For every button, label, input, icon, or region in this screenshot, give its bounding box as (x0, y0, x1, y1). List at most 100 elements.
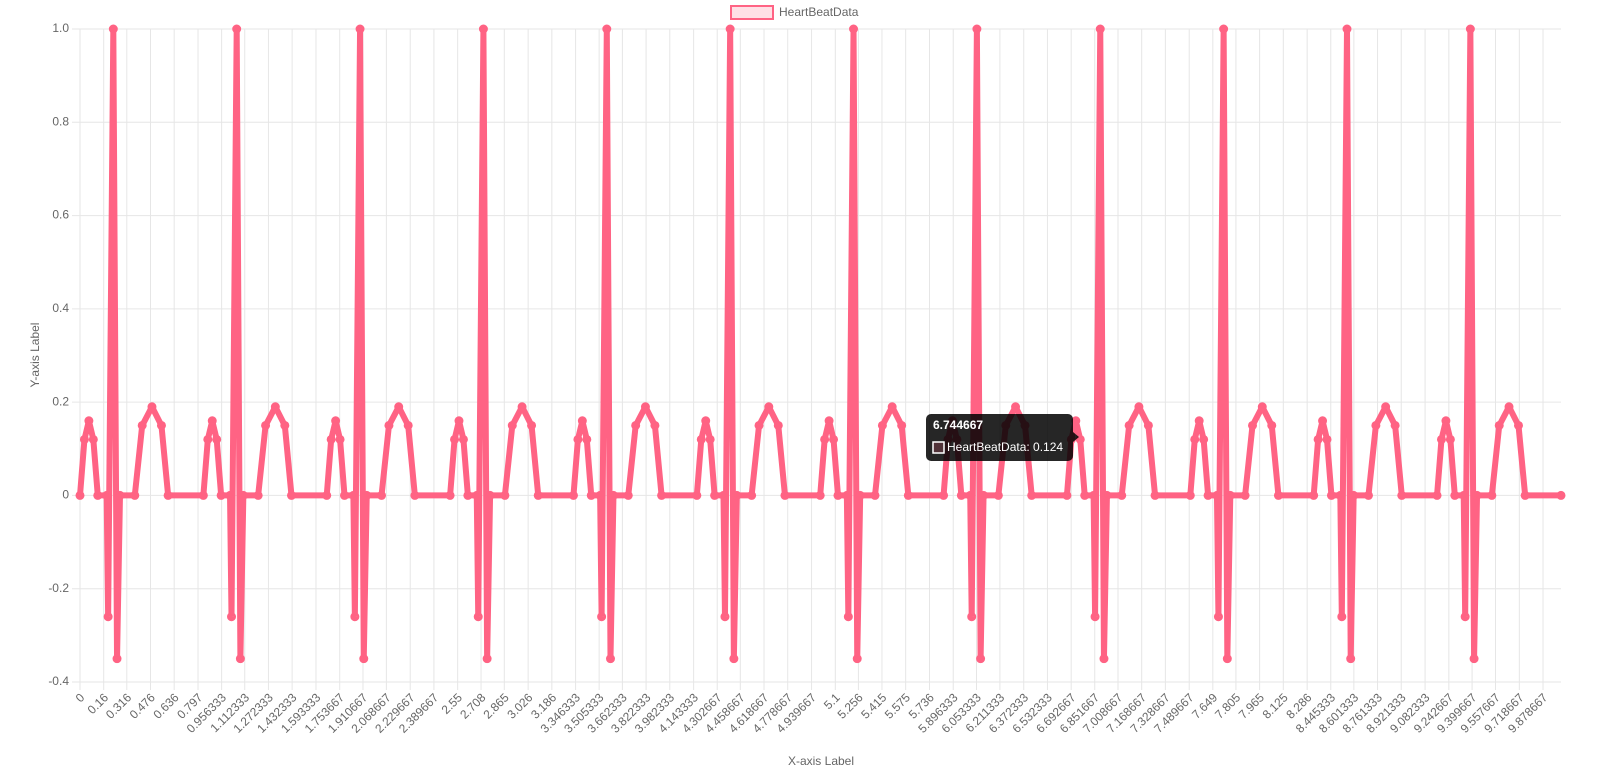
point (1436, 434, 1446, 444)
point (577, 416, 587, 426)
point (445, 490, 455, 500)
point (102, 490, 112, 500)
point (1219, 24, 1229, 34)
point (216, 490, 226, 500)
point (1556, 490, 1566, 500)
point (280, 420, 290, 430)
point (1099, 654, 1109, 664)
point (359, 654, 369, 664)
tooltip-title: 6.744667 (933, 418, 983, 432)
y-tick-label: 0.4 (52, 301, 69, 315)
point (967, 612, 977, 622)
point (701, 416, 711, 426)
point (725, 24, 735, 34)
point (650, 420, 660, 430)
point (1335, 490, 1345, 500)
point (842, 490, 852, 500)
x-tick-label: 2.708 (457, 690, 488, 721)
point (225, 490, 235, 500)
point (1469, 654, 1479, 664)
point (1460, 612, 1470, 622)
point (403, 420, 413, 430)
x-tick-label: 5.575 (882, 690, 913, 721)
point (1222, 654, 1232, 664)
point (198, 490, 208, 500)
point (147, 402, 157, 412)
point (1185, 490, 1195, 500)
point (79, 434, 89, 444)
x-tick-label: 2.865 (481, 690, 512, 721)
point (348, 490, 358, 500)
point (203, 434, 213, 444)
point (870, 490, 880, 500)
legend[interactable]: HeartBeatData (730, 5, 859, 20)
point (965, 490, 975, 500)
point (1326, 490, 1336, 500)
x-axis-label: X-axis Label (788, 754, 854, 768)
point (631, 420, 641, 430)
point (1494, 420, 1504, 430)
x-tick-label: 3.026 (504, 690, 535, 721)
point (939, 490, 949, 500)
point (362, 490, 372, 500)
point (1062, 490, 1072, 500)
point (1150, 490, 1160, 500)
point (93, 490, 103, 500)
point (227, 612, 237, 622)
point (602, 24, 612, 34)
point (454, 416, 464, 426)
point (829, 434, 839, 444)
point (410, 490, 420, 500)
point (1445, 434, 1455, 444)
point (605, 654, 615, 664)
point (1011, 402, 1021, 412)
point (608, 490, 618, 500)
point (1090, 612, 1100, 622)
point (1213, 612, 1223, 622)
point (1124, 420, 1134, 430)
point (500, 490, 510, 500)
point (705, 434, 715, 444)
y-tick-label: 0.6 (52, 208, 69, 222)
y-tick-label: 0.2 (52, 394, 69, 408)
point (1267, 420, 1277, 430)
point (1027, 490, 1037, 500)
x-tick-label: 7.965 (1236, 690, 1267, 721)
point (979, 490, 989, 500)
point (1095, 24, 1105, 34)
point (235, 654, 245, 664)
point (485, 490, 495, 500)
point (1381, 402, 1391, 412)
point (517, 402, 527, 412)
point (1371, 420, 1381, 430)
y-tick-label: -0.2 (48, 581, 69, 595)
point (350, 612, 360, 622)
point (1117, 490, 1127, 500)
point (331, 416, 341, 426)
x-tick-label: 5.256 (835, 690, 866, 721)
point (84, 416, 94, 426)
point (1337, 612, 1347, 622)
point (976, 654, 986, 664)
point (692, 490, 702, 500)
point (1248, 420, 1258, 430)
point (1240, 490, 1250, 500)
tooltip-box (926, 414, 1073, 461)
point (478, 24, 488, 34)
x-tick-label: 8.125 (1260, 690, 1291, 721)
point (1450, 490, 1460, 500)
point (473, 612, 483, 622)
point (897, 420, 907, 430)
grid (72, 28, 1561, 690)
point (833, 490, 843, 500)
point (780, 490, 790, 500)
point (820, 434, 830, 444)
point (232, 24, 242, 34)
point (1203, 490, 1213, 500)
point (729, 654, 739, 664)
point (849, 24, 859, 34)
point (108, 24, 118, 34)
point (754, 420, 764, 430)
point (595, 490, 605, 500)
